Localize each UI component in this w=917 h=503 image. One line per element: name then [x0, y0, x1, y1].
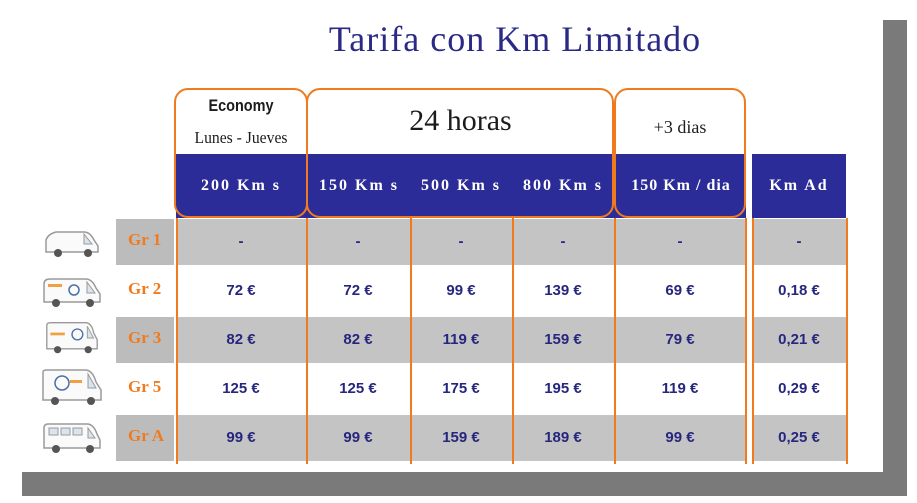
3dias-frame — [614, 88, 746, 218]
column-divider — [512, 218, 514, 464]
price-cell: 119 € — [442, 331, 480, 348]
column-divider — [410, 218, 412, 464]
price-cell: 99 € — [665, 429, 695, 446]
group-24h-label: 24 horas — [409, 104, 512, 137]
economy-title: Economy — [208, 96, 274, 115]
van-passenger-icon — [43, 423, 101, 453]
price-cell: 125 € — [222, 380, 260, 397]
row-label-cell: Gr 2 — [116, 268, 174, 314]
price-cell: 0,25 € — [778, 429, 820, 446]
column-header: 150 Km / dia — [631, 177, 731, 194]
column-divider — [752, 218, 754, 464]
column-divider — [614, 218, 616, 464]
table-row — [176, 268, 846, 314]
row-label-cell: Gr 5 — [116, 366, 174, 412]
van-medium-icon — [43, 278, 101, 307]
price-cell: 189 € — [544, 429, 582, 446]
row-label-cell: Gr 3 — [116, 317, 174, 363]
column-divider — [306, 218, 308, 464]
column-header: 200 Km s — [201, 177, 281, 194]
page-title: Tarifa con Km Limitado — [328, 19, 702, 59]
row-label: Gr 5 — [128, 377, 162, 396]
price-cell: - — [458, 233, 464, 250]
table-row — [176, 366, 846, 412]
price-cell: - — [355, 233, 361, 250]
group-economy-sublabel: Lunes - Jueves — [194, 128, 288, 147]
price-cell: 82 € — [343, 331, 373, 348]
header-band-main — [176, 154, 746, 218]
row-label: Gr 1 — [128, 230, 162, 249]
price-cell: - — [677, 233, 683, 250]
price-cell: 119 € — [661, 380, 699, 397]
group-3dias-label: +3 dias — [653, 117, 707, 137]
price-cell: - — [796, 233, 802, 250]
group-economy-label: Economy — [186, 96, 297, 116]
price-cell: - — [238, 233, 244, 250]
van-small-icon — [45, 231, 99, 257]
table-row — [176, 219, 846, 265]
row-label: Gr 2 — [128, 279, 162, 298]
row-label: Gr 3 — [128, 328, 162, 347]
row-label-cell: Gr 1 — [116, 219, 174, 265]
price-cell: 159 € — [442, 429, 480, 446]
price-cell: 69 € — [665, 282, 695, 299]
price-cell: 125 € — [339, 380, 377, 397]
price-cell: 72 € — [226, 282, 256, 299]
price-cell: 159 € — [544, 331, 582, 348]
table-row — [176, 415, 846, 461]
price-cell: - — [560, 233, 566, 250]
price-cell: 195 € — [544, 380, 582, 397]
table-row — [176, 317, 846, 363]
column-header: 500 Km s — [421, 177, 501, 194]
24h-frame — [306, 88, 614, 218]
column-divider — [846, 218, 848, 464]
van-large-icon — [46, 322, 98, 354]
row-label-cell: Gr A — [116, 415, 174, 461]
price-cell: 99 € — [446, 282, 476, 299]
price-cell: 139 € — [544, 282, 582, 299]
column-gap — [746, 219, 752, 464]
price-cell: 82 € — [226, 331, 256, 348]
price-cell: 99 € — [226, 429, 256, 446]
tariff-card: Tarifa con Km Limitado Economy Lunes - J… — [42, 19, 848, 464]
economy-frame — [174, 88, 308, 218]
column-header: 800 Km s — [523, 177, 603, 194]
price-cell: 175 € — [442, 380, 480, 397]
price-cell: 72 € — [343, 282, 373, 299]
column-divider — [745, 218, 747, 464]
price-cell: 0,29 € — [778, 380, 820, 397]
column-divider — [176, 218, 178, 464]
price-cell: 79 € — [665, 331, 695, 348]
van-xl-icon — [42, 369, 102, 405]
price-cell: 0,21 € — [778, 331, 820, 348]
price-cell: 0,18 € — [778, 282, 820, 299]
column-header: 150 Km s — [319, 177, 399, 194]
header-band-km-ad — [752, 154, 846, 218]
column-header: Km Ad — [769, 177, 829, 194]
price-cell: 99 € — [343, 429, 373, 446]
row-label: Gr A — [128, 426, 165, 445]
